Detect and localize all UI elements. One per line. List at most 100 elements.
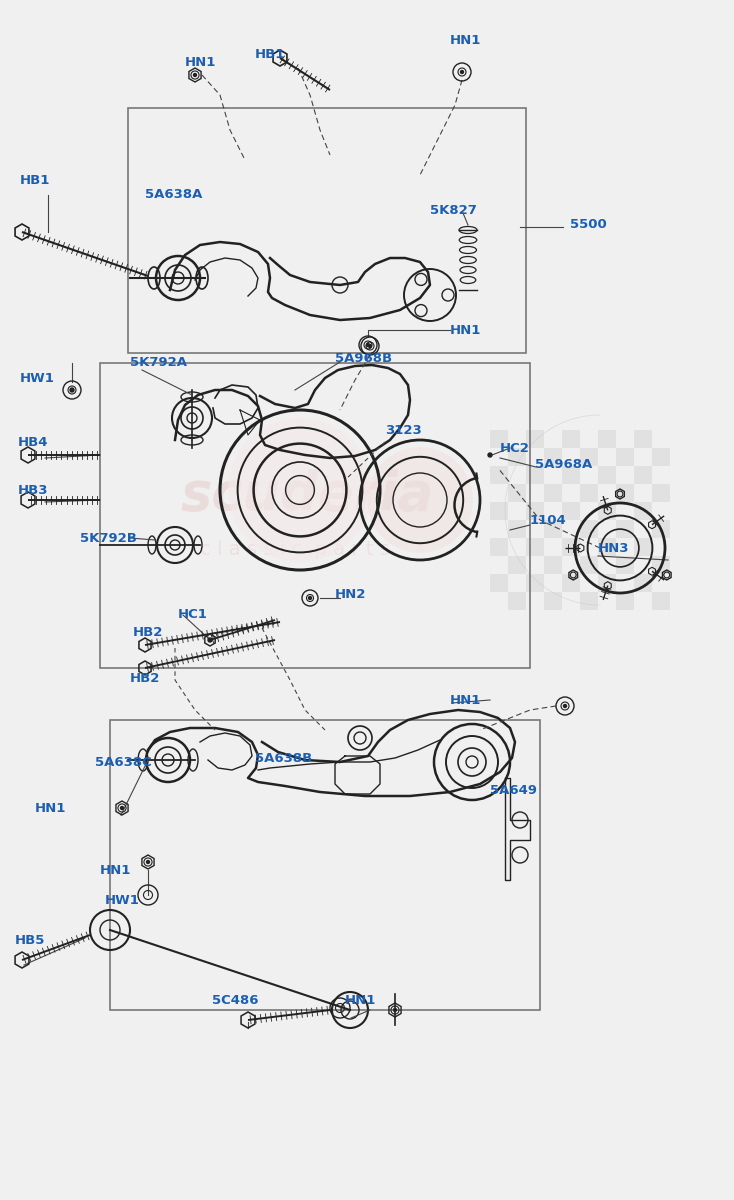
Circle shape <box>366 343 369 347</box>
Text: HW1: HW1 <box>105 894 140 906</box>
Bar <box>652 556 670 574</box>
Circle shape <box>228 418 372 562</box>
Bar <box>508 484 526 502</box>
Circle shape <box>208 638 212 642</box>
Bar <box>598 538 616 556</box>
Bar <box>580 556 598 574</box>
Text: 5A638C: 5A638C <box>95 756 152 768</box>
Text: HB1: HB1 <box>255 48 286 61</box>
Bar <box>616 520 634 538</box>
Bar <box>490 430 508 448</box>
Text: 5A638B: 5A638B <box>255 751 312 764</box>
Text: scuderia: scuderia <box>180 469 433 521</box>
Bar <box>616 484 634 502</box>
Text: HN1: HN1 <box>185 55 217 68</box>
Text: HN1: HN1 <box>450 694 482 707</box>
Bar <box>616 448 634 466</box>
Text: HB1: HB1 <box>20 174 51 186</box>
Bar <box>562 538 580 556</box>
Bar <box>652 484 670 502</box>
Bar <box>508 448 526 466</box>
Text: 5K792A: 5K792A <box>130 355 187 368</box>
Bar <box>562 430 580 448</box>
Text: 3123: 3123 <box>385 424 422 437</box>
Bar <box>526 430 544 448</box>
Bar <box>598 574 616 592</box>
Bar <box>616 592 634 610</box>
Circle shape <box>367 448 473 553</box>
Bar <box>544 556 562 574</box>
Bar <box>544 592 562 610</box>
Bar <box>526 502 544 520</box>
Bar <box>562 466 580 484</box>
Bar <box>508 556 526 574</box>
Text: c l a s s i c  p a r t s: c l a s s i c p a r t s <box>200 540 390 559</box>
Text: HN1: HN1 <box>100 864 131 876</box>
Bar <box>616 556 634 574</box>
Text: 5A968B: 5A968B <box>335 352 392 365</box>
Bar <box>634 538 652 556</box>
Bar <box>490 574 508 592</box>
Bar <box>652 448 670 466</box>
Text: HC1: HC1 <box>178 608 208 622</box>
Text: 5K827: 5K827 <box>430 204 477 216</box>
Bar <box>634 466 652 484</box>
Bar <box>562 574 580 592</box>
Circle shape <box>147 860 150 864</box>
Bar <box>544 448 562 466</box>
Text: HN1: HN1 <box>450 324 482 336</box>
Text: HC2: HC2 <box>500 442 530 455</box>
Bar <box>580 520 598 538</box>
Text: HW1: HW1 <box>20 372 55 384</box>
Circle shape <box>488 452 492 457</box>
Text: HN1: HN1 <box>345 994 377 1007</box>
Bar <box>490 538 508 556</box>
Text: HB3: HB3 <box>18 484 48 497</box>
Bar <box>110 720 540 1010</box>
Bar <box>598 430 616 448</box>
Bar <box>562 502 580 520</box>
Bar <box>634 502 652 520</box>
Bar <box>598 502 616 520</box>
Bar <box>544 484 562 502</box>
Bar <box>526 466 544 484</box>
Text: HN2: HN2 <box>335 588 366 600</box>
Bar <box>100 362 530 668</box>
Bar <box>526 574 544 592</box>
Bar <box>580 448 598 466</box>
Bar <box>634 430 652 448</box>
Text: 5A638A: 5A638A <box>145 188 203 202</box>
Bar <box>634 574 652 592</box>
Text: HB4: HB4 <box>18 436 48 449</box>
Text: HN1: HN1 <box>35 802 66 815</box>
Circle shape <box>368 344 371 348</box>
Bar <box>490 466 508 484</box>
Text: 5C486: 5C486 <box>212 994 258 1007</box>
Text: HN3: HN3 <box>598 541 630 554</box>
Text: 5A649: 5A649 <box>490 784 537 797</box>
Bar <box>490 502 508 520</box>
Circle shape <box>308 596 311 600</box>
Text: 5A968A: 5A968A <box>535 458 592 472</box>
Bar <box>128 108 526 353</box>
Text: HN1: HN1 <box>450 34 482 47</box>
Circle shape <box>460 71 463 73</box>
Circle shape <box>120 806 123 810</box>
Text: HB2: HB2 <box>130 672 160 684</box>
Text: HB2: HB2 <box>133 625 164 638</box>
Bar <box>580 484 598 502</box>
Bar <box>508 520 526 538</box>
Text: HB5: HB5 <box>15 934 46 947</box>
Bar <box>544 520 562 538</box>
Bar <box>652 592 670 610</box>
Bar <box>508 592 526 610</box>
Circle shape <box>564 704 567 708</box>
Bar <box>526 538 544 556</box>
Circle shape <box>194 73 197 77</box>
Text: 5500: 5500 <box>570 218 607 232</box>
Bar <box>598 466 616 484</box>
Circle shape <box>393 1008 396 1012</box>
Text: 1104: 1104 <box>530 514 567 527</box>
Bar <box>652 520 670 538</box>
Circle shape <box>70 388 74 392</box>
